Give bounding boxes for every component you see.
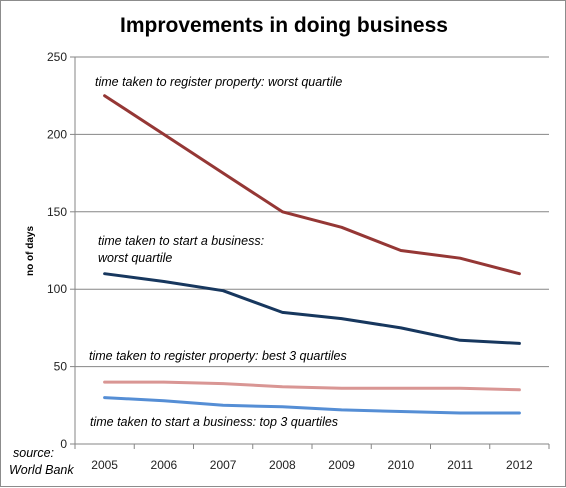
chart-title: Improvements in doing business: [120, 14, 448, 37]
data-point-sb_top: [103, 396, 106, 399]
data-point-rp_best: [518, 388, 521, 392]
data-point-sb_top: [281, 405, 284, 409]
series-line-rp_best: [103, 380, 521, 392]
data-point-rp_worst: [221, 171, 225, 175]
x-tick-label: 2005: [91, 458, 118, 472]
x-tick-label: 2009: [328, 458, 355, 472]
y-tick-label: 100: [47, 282, 67, 296]
data-point-sb_worst: [340, 317, 343, 320]
data-point-sb_worst: [162, 280, 166, 283]
data-point-rp_best: [340, 387, 343, 390]
data-point-sb_worst: [103, 272, 106, 275]
y-tick-label: 200: [47, 127, 67, 141]
annotation-start-business-worst-line1: time taken to start a business:: [98, 234, 264, 248]
annotation-start-business-top: time taken to start a business: top 3 qu…: [90, 415, 338, 429]
data-point-rp_worst: [518, 272, 521, 275]
data-point-sb_top: [458, 411, 462, 415]
annotation-register-property-worst: time taken to register property: worst q…: [95, 75, 342, 89]
series-line-sb_top: [103, 396, 521, 415]
data-point-rp_worst: [103, 94, 106, 97]
y-tick-label: 150: [47, 205, 67, 219]
x-tick-label: 2011: [447, 458, 473, 472]
y-tick-label: 0: [60, 437, 67, 451]
y-tick-label: 50: [54, 360, 68, 374]
data-point-rp_worst: [340, 226, 343, 229]
data-point-sb_top: [340, 408, 343, 412]
data-point-sb_top: [399, 410, 403, 413]
x-tick-labels: 2005 2006 2007 2008 2009 2010 2011 2012: [74, 444, 550, 472]
data-point-rp_worst: [281, 210, 284, 213]
data-point-sb_worst: [458, 339, 462, 342]
data-point-rp_worst: [399, 249, 403, 252]
data-point-rp_best: [458, 387, 462, 390]
annotation-start-business-worst-line2: worst quartile: [98, 251, 172, 265]
data-point-rp_best: [162, 380, 166, 384]
data-point-sb_top: [518, 411, 521, 415]
data-point-sb_top: [162, 399, 166, 402]
data-point-rp_best: [399, 387, 403, 390]
y-axis-label: no of days: [25, 226, 36, 276]
data-point-rp_best: [103, 380, 106, 384]
y-tick-labels: 0 50 100 150 200 250: [47, 50, 75, 451]
data-point-rp_worst: [458, 257, 462, 260]
data-point-sb_worst: [281, 311, 284, 314]
y-tick-label: 250: [47, 50, 67, 64]
data-point-sb_top: [221, 404, 225, 407]
data-point-sb_worst: [399, 326, 403, 330]
source-label: source:: [13, 446, 54, 460]
data-point-sb_worst: [518, 342, 521, 345]
x-tick-label: 2012: [506, 458, 533, 472]
source-name: World Bank: [9, 463, 74, 477]
x-tick-label: 2008: [269, 458, 296, 472]
data-point-rp_best: [281, 385, 284, 388]
x-tick-label: 2007: [210, 458, 237, 472]
data-point-sb_worst: [221, 289, 225, 292]
x-tick-label: 2006: [151, 458, 178, 472]
x-tick-label: 2010: [388, 458, 415, 472]
gridlines: [75, 56, 549, 368]
annotation-register-property-best: time taken to register property: best 3 …: [89, 349, 347, 363]
series-lines: [103, 94, 521, 415]
series-line-sb_worst: [103, 272, 521, 345]
data-point-rp_best: [221, 382, 225, 385]
series-line-rp_worst: [103, 94, 521, 276]
data-point-rp_worst: [162, 133, 166, 136]
